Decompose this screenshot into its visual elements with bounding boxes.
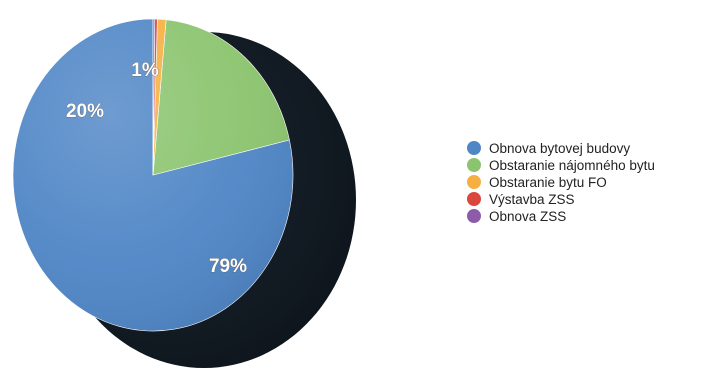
pie-data-label-3: 1%: [131, 60, 159, 81]
legend-item: Obnova ZSS: [467, 208, 655, 224]
legend-swatch: [467, 209, 481, 223]
legend-label: Obstaranie nájomného bytu: [489, 157, 655, 173]
legend-label: Výstavba ZSS: [489, 191, 575, 207]
legend-item: Výstavba ZSS: [467, 191, 655, 207]
pie-data-label-1: 79%: [209, 256, 247, 277]
legend-swatch: [467, 141, 481, 155]
legend-item: Obstaranie bytu FO: [467, 174, 655, 190]
legend-item: Obstaranie nájomného bytu: [467, 157, 655, 173]
legend-swatch: [467, 175, 481, 189]
legend-label: Obnova ZSS: [489, 208, 567, 224]
pie-data-label-2: 20%: [66, 101, 104, 122]
legend-swatch: [467, 192, 481, 206]
legend-label: Obstaranie bytu FO: [489, 174, 607, 190]
legend-item: Obnova bytovej budovy: [467, 140, 655, 156]
pie-data-labels: 79% 20% 1%: [66, 60, 248, 278]
chart-legend: Obnova bytovej budovy Obstaranie nájomnéh…: [467, 140, 655, 225]
legend-swatch: [467, 158, 481, 172]
legend-label: Obnova bytovej budovy: [489, 140, 631, 156]
